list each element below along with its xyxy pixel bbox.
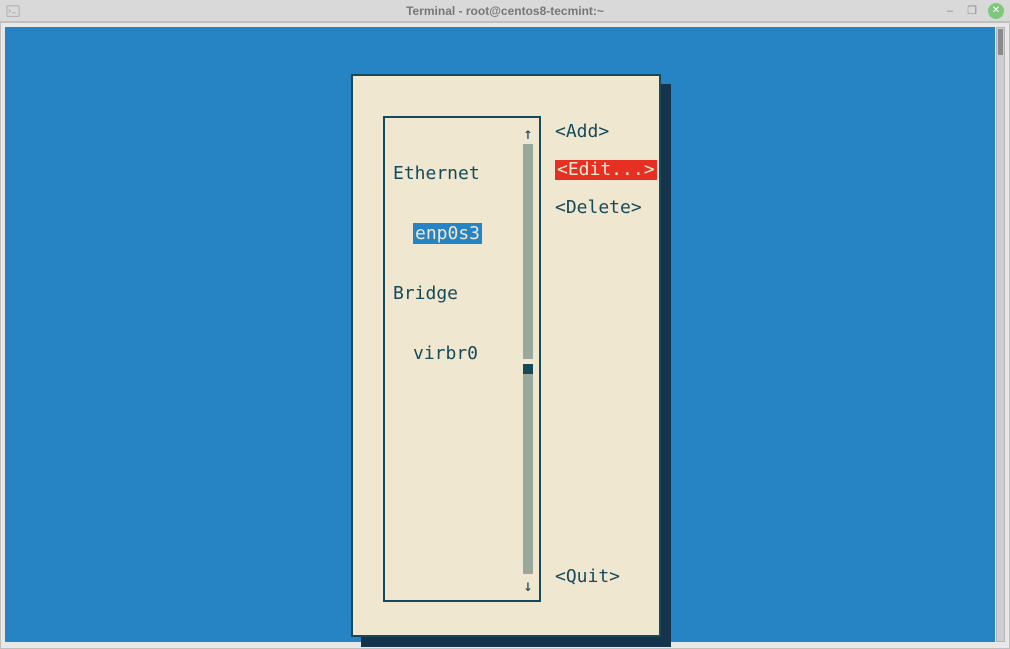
minimize-button[interactable]: –	[944, 5, 956, 17]
scrollbar-track	[523, 144, 533, 574]
window-scrollbar[interactable]	[996, 27, 1005, 642]
delete-button[interactable]: <Delete>	[555, 198, 657, 218]
quit-button[interactable]: <Quit>	[555, 567, 620, 587]
maximize-button[interactable]: ❐	[966, 5, 978, 17]
terminal-icon	[6, 4, 20, 18]
connection-list[interactable]: Ethernet enp0s3 Bridge virbr0 ↑ ↓	[383, 116, 541, 602]
scroll-up-arrow-icon[interactable]: ↑	[523, 124, 533, 142]
terminal-screen: Ethernet enp0s3 Bridge virbr0 ↑ ↓	[5, 27, 995, 642]
close-button[interactable]: ✕	[988, 3, 1004, 19]
terminal: Ethernet enp0s3 Bridge virbr0 ↑ ↓	[0, 22, 1010, 649]
list-group-header: Bridge	[393, 284, 531, 304]
list-item[interactable]: enp0s3	[393, 224, 531, 244]
list-item[interactable]: virbr0	[393, 344, 531, 364]
list-scrollbar[interactable]: ↑ ↓	[523, 124, 533, 594]
list-group-header: Ethernet	[393, 164, 531, 184]
nmtui-dialog: Ethernet enp0s3 Bridge virbr0 ↑ ↓	[351, 74, 661, 637]
window-titlebar: Terminal - root@centos8-tecmint:~ – ❐ ✕	[0, 0, 1010, 22]
edit-button[interactable]: <Edit...>	[555, 160, 657, 180]
add-button[interactable]: <Add>	[555, 122, 657, 142]
window-title: Terminal - root@centos8-tecmint:~	[406, 4, 604, 18]
scrollbar-thumb[interactable]	[998, 29, 1003, 55]
scroll-down-arrow-icon[interactable]: ↓	[523, 576, 533, 594]
